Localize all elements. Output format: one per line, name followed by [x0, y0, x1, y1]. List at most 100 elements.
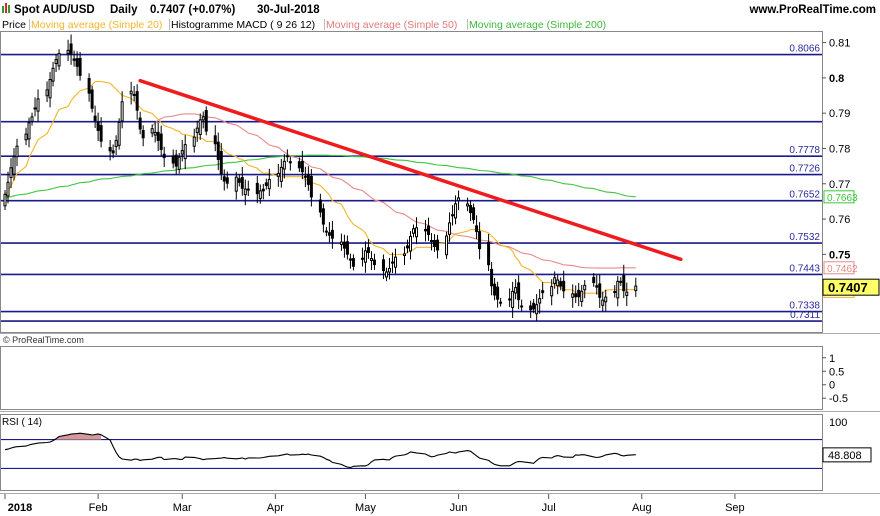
x-tick-label: May [355, 502, 376, 514]
candle-up [180, 150, 184, 155]
candle-down [424, 228, 428, 232]
candle-down [72, 58, 76, 61]
candle-up [445, 235, 449, 256]
candle-up [45, 89, 49, 97]
candle-up [580, 290, 584, 302]
candle-up [369, 258, 373, 261]
candle-up [6, 181, 10, 197]
macd-y-tick-label: 0 [829, 380, 835, 392]
candle-down [532, 302, 536, 310]
level-value-label: 0.7778 [789, 145, 820, 156]
rsi-line [4, 432, 636, 469]
candle-up [285, 155, 289, 158]
candle-down [622, 274, 626, 292]
site-link[interactable]: www.ProRealTime.com [748, 4, 876, 16]
candle-down [219, 151, 223, 175]
candle-up [114, 140, 118, 148]
copyright-label: © ProRealTime.com [3, 335, 84, 345]
candle-down [487, 241, 491, 266]
candle-up [243, 188, 247, 196]
legend-ma50[interactable]: Moving average (Simple 50) [326, 19, 457, 31]
candle-up [198, 119, 202, 135]
legend-divider [169, 19, 170, 30]
candle-down [360, 257, 364, 260]
x-tick-label: Apr [267, 502, 284, 514]
candle-up [613, 291, 617, 294]
candle-down [529, 305, 533, 311]
rsi-value-tag [822, 447, 872, 463]
macd-y-tick-label: 1 [829, 353, 835, 365]
candle-up [616, 280, 620, 299]
candle-down [69, 43, 73, 55]
candle-down [159, 133, 163, 150]
ma50-value-label: 0.7462 [827, 264, 858, 275]
candle-up [514, 287, 518, 294]
candle-up [448, 222, 452, 235]
candle-down [427, 225, 431, 235]
candle-down [381, 259, 385, 272]
candle-down [496, 286, 500, 300]
candle-up [129, 90, 133, 95]
candle-up [601, 299, 605, 306]
candle-up [57, 53, 61, 67]
legend-divider [467, 19, 468, 30]
candle-up [12, 156, 16, 175]
candle-down [598, 283, 602, 298]
candle-down [141, 130, 145, 139]
legend-macd[interactable]: Histogramme MACD ( 9 26 12) [171, 19, 315, 31]
candle-down [433, 240, 437, 248]
x-tick-label: Feb [89, 502, 108, 514]
candle-up [550, 286, 554, 297]
candle-down [75, 58, 79, 67]
candle-up [282, 160, 286, 170]
candle-up [499, 301, 503, 304]
candle-up [276, 172, 280, 177]
legend-price[interactable]: Price [2, 19, 26, 31]
x-tick-label: Jul [542, 502, 556, 514]
macd-y-tick-label: -0.5 [829, 393, 848, 405]
candle-down [306, 174, 310, 185]
candle-down [90, 89, 94, 109]
candle-down [264, 182, 268, 186]
prorealtime-logo-icon [2, 3, 10, 13]
period-label: Daily [110, 4, 138, 16]
candle-down [162, 153, 166, 159]
candle-down [240, 176, 244, 189]
candle-up [408, 235, 412, 252]
candle-up [451, 214, 455, 217]
legend-ma20[interactable]: Moving average (Simple 20) [31, 19, 162, 31]
candle-up [3, 193, 7, 207]
rsi-value-label: 48.808 [828, 450, 862, 462]
candle-down [222, 176, 226, 182]
candle-up [520, 305, 524, 308]
candle-up [457, 197, 461, 202]
candle-down [405, 245, 409, 249]
ma200-value-tag [823, 190, 855, 204]
candle-up [556, 279, 560, 287]
candle-down [111, 150, 115, 154]
candle-down [171, 155, 175, 164]
candle-down [237, 178, 241, 183]
candle-down [321, 208, 325, 225]
candle-down [261, 188, 265, 192]
level-value-label: 0.7443 [789, 263, 820, 274]
candle-up [27, 122, 31, 140]
candle-up [430, 240, 434, 243]
candle-up [153, 131, 157, 136]
candle-down [577, 289, 581, 298]
candle-down [309, 175, 313, 198]
candle-down [592, 276, 596, 284]
ma20-line [4, 80, 636, 294]
candle-up [177, 156, 181, 170]
candle-down [204, 109, 208, 132]
candle-down [436, 239, 440, 251]
x-tick-label: 2018 [8, 502, 32, 514]
legend-ma200[interactable]: Moving average (Simple 200) [469, 19, 606, 31]
candle-down [297, 161, 301, 169]
macd-panel-frame [0, 346, 823, 410]
candle-down [472, 207, 476, 221]
rsi-y-tick-label: 100 [829, 417, 847, 429]
candle-up [30, 116, 34, 122]
candle-up [303, 175, 307, 178]
candle-up [267, 178, 271, 190]
